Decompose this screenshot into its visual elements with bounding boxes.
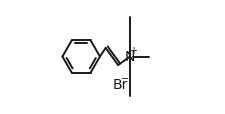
- Text: +: +: [129, 46, 137, 56]
- Text: Br: Br: [112, 77, 127, 91]
- Text: N: N: [124, 50, 135, 64]
- Text: −: −: [121, 74, 129, 84]
